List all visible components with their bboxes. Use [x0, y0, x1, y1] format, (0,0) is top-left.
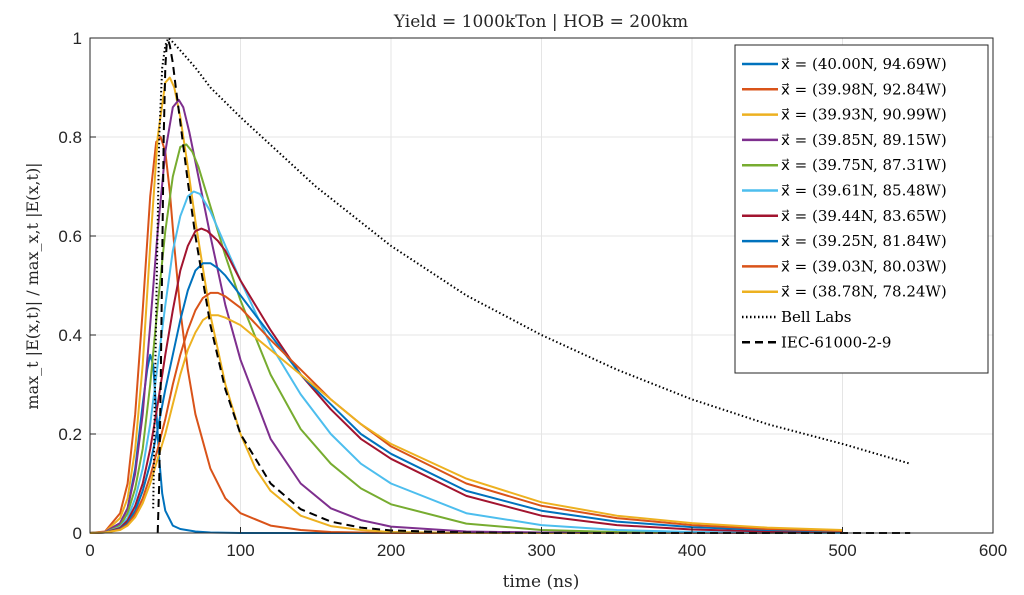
series-line-10	[89, 314, 843, 534]
legend: x⃗ = (40.00N, 94.69W) x⃗ = (39.98N, 92.84…	[734, 44, 989, 374]
series-line-12	[156, 39, 911, 534]
series-line-5	[89, 143, 843, 534]
legend-label: x⃗ = (38.78N, 78.24W)	[781, 283, 947, 301]
legend-label: x⃗ = (40.00N, 94.69W)	[781, 55, 947, 73]
series-line-7	[89, 227, 843, 534]
x-tick-label: 400	[678, 541, 706, 560]
series-line-9	[89, 291, 843, 534]
y-tick-label: 0.6	[58, 227, 82, 246]
x-tick-label: 200	[377, 541, 405, 560]
x-tick-label: 0	[85, 541, 94, 560]
series-line-8	[89, 262, 843, 534]
legend-label: x⃗ = (39.44N, 83.65W)	[781, 207, 947, 225]
chart-title: Yield = 1000kTon | HOB = 200km	[393, 12, 688, 32]
legend-label: x⃗ = (39.03N, 80.03W)	[781, 257, 947, 275]
x-tick-label: 500	[828, 541, 856, 560]
y-tick-label: 0.8	[58, 128, 82, 147]
series-layer	[89, 37, 911, 534]
legend-label: x⃗ = (39.93N, 90.99W)	[781, 106, 947, 124]
legend-label: x⃗ = (39.98N, 92.84W)	[781, 80, 947, 98]
legend-label: x⃗ = (39.61N, 85.48W)	[781, 182, 947, 200]
legend-label: Bell Labs	[781, 308, 851, 326]
x-axis-label: time (ns)	[503, 572, 580, 592]
y-tick-label: 0	[73, 524, 82, 543]
y-tick-label: 0.4	[58, 326, 82, 345]
x-tick-label: 100	[226, 541, 254, 560]
legend-label: IEC-61000-2-9	[781, 333, 891, 351]
x-tick-label: 600	[979, 541, 1007, 560]
x-tick-label: 300	[527, 541, 555, 560]
series-line-3	[89, 76, 843, 534]
legend-label: x⃗ = (39.25N, 81.84W)	[781, 232, 947, 250]
y-tick-label: 0.2	[58, 425, 82, 444]
legend-box	[734, 44, 989, 374]
y-axis-label: max_t |E(x,t)| / max_x,t |E(x,t)|	[23, 162, 42, 409]
ticks: 0 100 200 300 400 500 600 0 0.2 0.4 0.6 0.8 1	[58, 29, 1007, 560]
series-line-11	[152, 37, 911, 509]
series-line-6	[89, 190, 843, 534]
y-tick-label: 1	[73, 29, 82, 48]
legend-label: x⃗ = (39.85N, 89.15W)	[781, 131, 947, 149]
series-line-4	[89, 98, 843, 534]
legend-label: x⃗ = (39.75N, 87.31W)	[781, 156, 947, 174]
